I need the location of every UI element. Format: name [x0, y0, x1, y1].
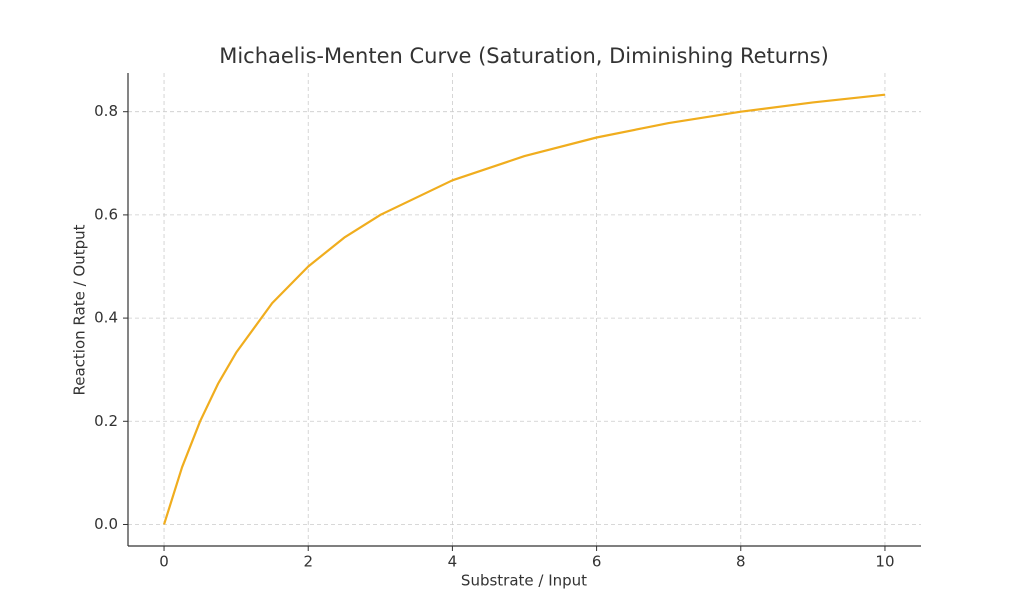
- y-tick-label: 0.4: [94, 309, 118, 327]
- x-tick-label: 8: [736, 553, 746, 571]
- y-axis-label: Reaction Rate / Output: [71, 224, 89, 395]
- x-tick-label: 10: [875, 553, 894, 571]
- y-tick-label: 0.0: [94, 515, 118, 533]
- x-tick-label: 4: [448, 553, 458, 571]
- x-axis-label: Substrate / Input: [461, 572, 587, 590]
- y-tick-label: 0.6: [94, 205, 118, 223]
- chart-title: Michaelis-Menten Curve (Saturation, Dimi…: [219, 44, 829, 68]
- x-tick-label: 2: [303, 553, 313, 571]
- y-tick-label: 0.8: [94, 102, 118, 120]
- curve: [163, 93, 886, 525]
- x-tick-label: 0: [159, 553, 169, 571]
- y-tick-label: 0.2: [94, 412, 118, 430]
- x-tick-label: 6: [592, 553, 602, 571]
